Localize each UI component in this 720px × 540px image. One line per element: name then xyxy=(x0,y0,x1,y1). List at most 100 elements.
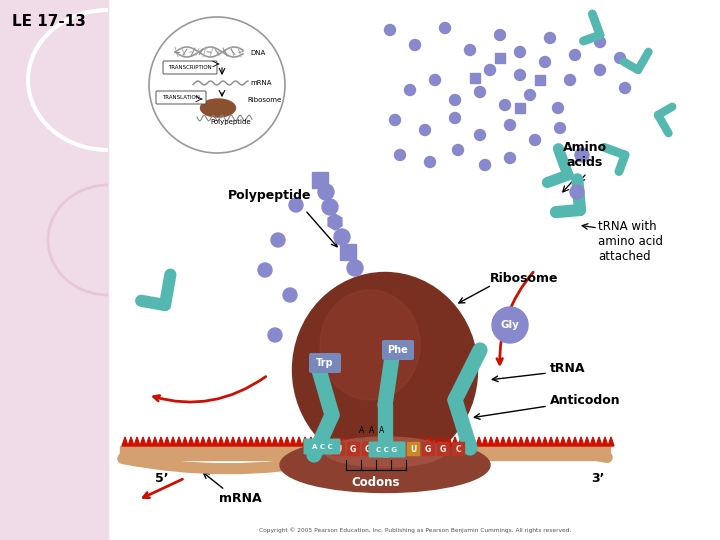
Text: U: U xyxy=(380,444,386,454)
Circle shape xyxy=(544,32,556,44)
Polygon shape xyxy=(224,437,230,446)
Polygon shape xyxy=(608,437,614,446)
Circle shape xyxy=(452,145,464,156)
Polygon shape xyxy=(584,437,590,446)
Polygon shape xyxy=(434,437,440,446)
Ellipse shape xyxy=(325,437,445,467)
Circle shape xyxy=(564,172,572,179)
Text: Polypeptide: Polypeptide xyxy=(228,188,312,201)
Polygon shape xyxy=(422,437,428,446)
Polygon shape xyxy=(278,437,284,446)
Text: tRNA with
amino acid
attached: tRNA with amino acid attached xyxy=(598,220,663,263)
Polygon shape xyxy=(128,437,134,446)
Circle shape xyxy=(334,229,350,245)
Polygon shape xyxy=(206,437,212,446)
Bar xyxy=(340,244,356,260)
Text: TRANSLATION: TRANSLATION xyxy=(162,95,200,100)
Circle shape xyxy=(614,52,626,64)
Bar xyxy=(332,442,344,455)
Circle shape xyxy=(655,112,661,118)
Polygon shape xyxy=(590,437,596,446)
Polygon shape xyxy=(344,437,350,446)
Polygon shape xyxy=(140,437,146,446)
Text: G: G xyxy=(425,444,431,454)
Polygon shape xyxy=(260,437,266,446)
Polygon shape xyxy=(362,437,368,446)
Bar xyxy=(495,53,505,63)
Text: Ribosome: Ribosome xyxy=(247,97,282,103)
Circle shape xyxy=(552,103,564,113)
Polygon shape xyxy=(476,437,482,446)
Bar xyxy=(377,442,389,455)
Text: G: G xyxy=(440,444,446,454)
Polygon shape xyxy=(314,437,320,446)
Polygon shape xyxy=(578,437,584,446)
Circle shape xyxy=(570,185,584,199)
Circle shape xyxy=(464,44,475,56)
Polygon shape xyxy=(236,437,242,446)
Polygon shape xyxy=(200,437,206,446)
Ellipse shape xyxy=(320,290,420,400)
Bar xyxy=(120,446,610,460)
Polygon shape xyxy=(308,437,314,446)
Bar xyxy=(362,442,374,455)
Polygon shape xyxy=(266,437,272,446)
Circle shape xyxy=(149,17,285,153)
Circle shape xyxy=(420,125,431,136)
FancyBboxPatch shape xyxy=(163,61,217,74)
Circle shape xyxy=(283,288,297,302)
Polygon shape xyxy=(248,437,254,446)
Circle shape xyxy=(480,159,490,171)
Polygon shape xyxy=(596,437,602,446)
Polygon shape xyxy=(470,437,476,446)
Polygon shape xyxy=(302,437,308,446)
Bar xyxy=(452,442,464,455)
Circle shape xyxy=(474,130,485,140)
Polygon shape xyxy=(338,437,344,446)
Text: Phe: Phe xyxy=(387,345,408,355)
Text: G: G xyxy=(365,444,371,454)
Text: Anticodon: Anticodon xyxy=(550,394,621,407)
Circle shape xyxy=(619,83,631,93)
Polygon shape xyxy=(290,437,296,446)
Text: Ribosome: Ribosome xyxy=(490,272,559,285)
Bar xyxy=(312,172,328,188)
Circle shape xyxy=(389,346,397,354)
Polygon shape xyxy=(440,437,446,446)
Circle shape xyxy=(515,46,526,57)
Polygon shape xyxy=(284,437,290,446)
Text: DNA: DNA xyxy=(250,50,265,56)
Polygon shape xyxy=(380,437,386,446)
Polygon shape xyxy=(194,437,200,446)
Circle shape xyxy=(384,24,395,36)
Polygon shape xyxy=(506,437,512,446)
Circle shape xyxy=(328,411,336,419)
FancyBboxPatch shape xyxy=(382,340,414,360)
Polygon shape xyxy=(452,437,458,446)
Circle shape xyxy=(439,23,451,33)
Circle shape xyxy=(622,152,628,158)
Text: Codons: Codons xyxy=(352,476,400,489)
Text: U: U xyxy=(395,444,401,454)
FancyBboxPatch shape xyxy=(156,91,206,104)
Text: mRNA: mRNA xyxy=(250,80,271,86)
Polygon shape xyxy=(602,437,608,446)
Circle shape xyxy=(474,86,485,98)
Polygon shape xyxy=(356,437,362,446)
Circle shape xyxy=(449,112,461,124)
Circle shape xyxy=(318,184,334,200)
Polygon shape xyxy=(176,437,182,446)
Circle shape xyxy=(595,64,606,76)
Polygon shape xyxy=(242,437,248,446)
Polygon shape xyxy=(524,437,530,446)
Polygon shape xyxy=(386,437,392,446)
Text: Copyright © 2005 Pearson Education, Inc. Publishing as Pearson Benjamin Cummings: Copyright © 2005 Pearson Education, Inc.… xyxy=(258,527,571,533)
Polygon shape xyxy=(548,437,554,446)
Circle shape xyxy=(451,396,459,404)
Polygon shape xyxy=(488,437,494,446)
Circle shape xyxy=(597,32,603,38)
Polygon shape xyxy=(536,437,542,446)
FancyBboxPatch shape xyxy=(369,442,405,457)
Polygon shape xyxy=(560,437,566,446)
Circle shape xyxy=(505,152,516,164)
